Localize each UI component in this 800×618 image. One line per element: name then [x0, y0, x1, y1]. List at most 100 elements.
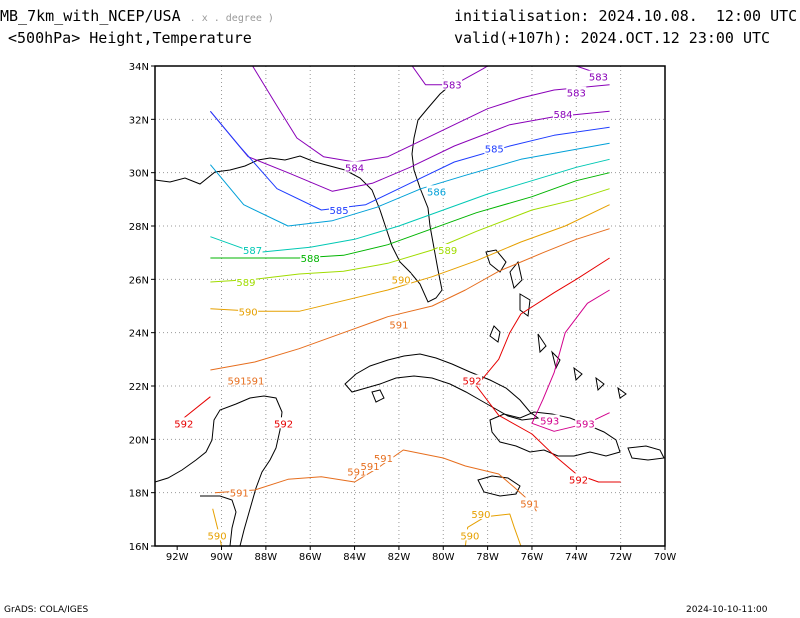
- contour-label-591: 591: [227, 377, 246, 388]
- model-title: MB_7km_with_NCEP/USA . x . degree ): [0, 8, 274, 27]
- contour-label-590: 590: [460, 531, 479, 542]
- map-frame: [154, 65, 666, 547]
- valid-label: valid(+107h):: [454, 29, 572, 47]
- contour-label-bg: [173, 417, 194, 429]
- contour-587: [210, 158, 610, 254]
- contour-label-bg: [346, 465, 367, 477]
- lon-tick-label: 70W: [654, 552, 677, 563]
- lat-tick-label: 32N: [129, 115, 149, 126]
- contour-label-bg: [273, 417, 294, 429]
- contour-label-592: 592: [569, 475, 588, 486]
- contour-label-bg: [484, 142, 505, 154]
- lon-tick-label: 74W: [565, 552, 588, 563]
- contour-583: [252, 65, 610, 163]
- contour-label-583: 583: [589, 73, 608, 84]
- model-suffix: . x . degree ): [189, 13, 274, 24]
- contour-label-bg: [388, 318, 409, 330]
- contour-label-588: 588: [301, 254, 320, 265]
- lon-tick-label: 86W: [299, 552, 322, 563]
- contour-label-bg: [462, 374, 483, 386]
- lon-tick-label: 82W: [388, 552, 411, 563]
- contour-593: [531, 289, 610, 432]
- yucatan-coast: [154, 395, 283, 547]
- gulf-coast: [154, 83, 453, 303]
- contour-labels: 5835835835845845855855865875885895895905…: [173, 70, 609, 542]
- contour-label-590: 590: [208, 531, 227, 542]
- contour-label-bg: [519, 497, 540, 509]
- contour-label-bg: [470, 508, 491, 519]
- contour-label-585: 585: [485, 145, 504, 156]
- lon-tick-label: 80W: [432, 552, 455, 563]
- contour-label-591: 591: [520, 499, 539, 510]
- lat-tick-label: 20N: [129, 435, 149, 446]
- lat-tick-label: 18N: [129, 489, 149, 500]
- lat-tick-label: 30N: [129, 169, 149, 180]
- contour-label-bg: [229, 486, 250, 498]
- contour-label-591: 591: [389, 321, 408, 332]
- init-label: initialisation:: [454, 7, 590, 25]
- contour-label-bg: [568, 473, 589, 485]
- contour-label-590: 590: [392, 275, 411, 286]
- contour-label-591: 591: [361, 462, 380, 473]
- valid-value: 2024.OCT.12 23:00 UTC: [580, 29, 771, 47]
- contour-label-bg: [244, 374, 265, 386]
- contour-label-bg: [238, 305, 259, 317]
- contour-label-bg: [391, 273, 412, 285]
- lon-tick-label: 88W: [255, 552, 278, 563]
- contour-label-591: 591: [245, 377, 264, 388]
- contour-label-bg: [360, 460, 381, 471]
- contour-585: [210, 110, 610, 211]
- init-value: 2024.10.08. 12:00 UTC: [598, 7, 798, 25]
- lon-tick-label: 84W: [343, 552, 366, 563]
- contour-588: [210, 172, 610, 259]
- lat-tick-label: 26N: [129, 275, 149, 286]
- bahamas: [485, 249, 627, 399]
- contour-label-bg: [300, 252, 321, 263]
- contour-label-bg: [437, 244, 458, 255]
- contour-label-592: 592: [274, 419, 293, 430]
- contour-586: [210, 142, 610, 227]
- contour-label-bg: [235, 276, 256, 287]
- lon-tick-label: 92W: [166, 552, 189, 563]
- credit-text: GrADS: COLA/IGES: [4, 605, 89, 615]
- contour-label-590: 590: [471, 510, 490, 521]
- contour-label-bg: [588, 70, 609, 82]
- jamaica-coast: [477, 475, 521, 497]
- lon-tick-label: 90W: [210, 552, 233, 563]
- isle-of-youth: [371, 389, 385, 403]
- contour-label-bg: [329, 204, 350, 215]
- contour-label-bg: [373, 452, 394, 463]
- lat-tick-label: 16N: [129, 542, 149, 553]
- contour-label-593: 593: [576, 419, 595, 430]
- contour-label-bg: [227, 374, 248, 386]
- lat-tick-label: 34N: [129, 62, 149, 73]
- lat-tick-label: 28N: [129, 222, 149, 233]
- level-title: <500hPa> Height,Temperature: [8, 29, 252, 47]
- contour-589: [210, 188, 610, 283]
- lon-tick-label: 76W: [521, 552, 544, 563]
- lon-tick-label: 78W: [476, 552, 499, 563]
- contour-label-591: 591: [230, 489, 249, 500]
- central-america-coast: [200, 495, 237, 547]
- contour-label-bg: [566, 86, 587, 98]
- contour-label-bg: [553, 108, 573, 119]
- contour-label-bg: [459, 529, 480, 541]
- contour-591: [210, 228, 610, 371]
- contour-label-589: 589: [236, 278, 255, 289]
- init-time: initialisation: 2024.10.08. 12:00 UTC: [454, 8, 797, 24]
- contour-label-bg: [242, 244, 263, 255]
- contour-label-bg: [539, 414, 560, 426]
- contour-label-591: 591: [374, 454, 393, 465]
- contour-591: [214, 449, 537, 512]
- lat-tick-label: 24N: [129, 329, 149, 340]
- contour-label-593: 593: [540, 417, 559, 428]
- contour-584: [210, 110, 610, 192]
- footer-timestamp: 2024-10-10-11:00: [686, 605, 768, 615]
- contour-label-584: 584: [553, 110, 572, 121]
- contour-label-584: 584: [345, 163, 364, 174]
- cuba-coast: [344, 353, 540, 421]
- contour-label-589: 589: [438, 246, 457, 257]
- contour-592: [476, 385, 621, 483]
- contour-592: [476, 257, 610, 387]
